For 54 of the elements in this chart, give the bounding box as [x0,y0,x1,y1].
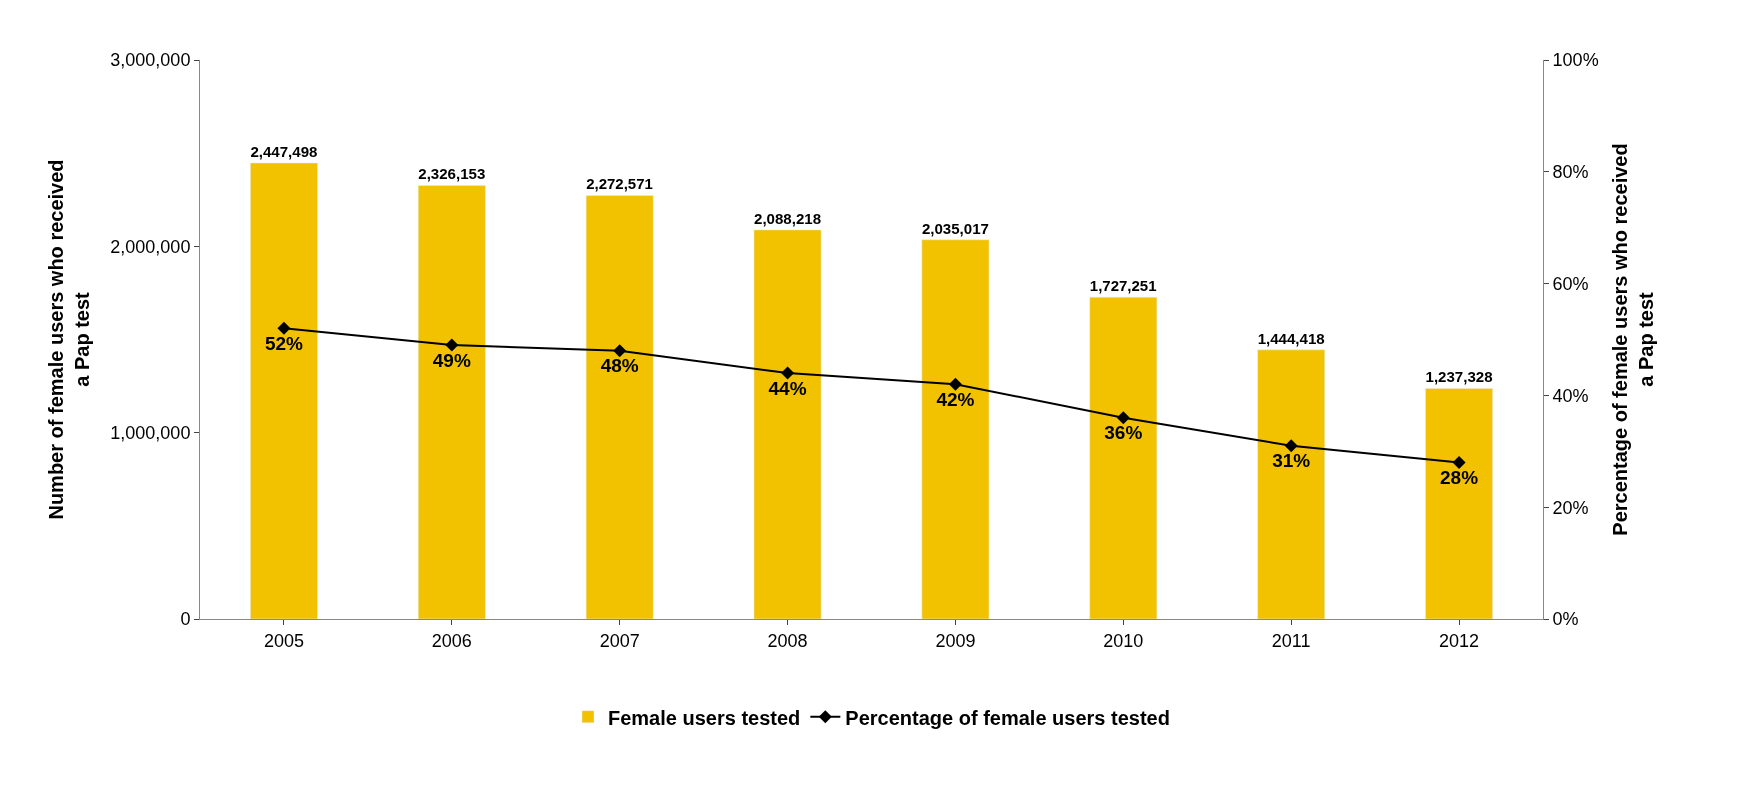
y-tick-label: 1,000,000 [110,422,191,443]
bar [1425,388,1493,619]
y2-tick-label: 100% [1552,50,1599,71]
point [1284,439,1298,453]
data-label: 44% [768,377,807,399]
x-tick-label: 2010 [1103,630,1144,651]
data-label: 42% [936,388,975,410]
x-tick-label: 2011 [1271,630,1311,651]
data-label: 31% [1272,450,1311,472]
data-label: 36% [1104,422,1143,444]
point [1116,411,1130,425]
data-label: 2,088,218 [754,209,822,227]
bar [753,229,822,619]
x-tick-label: 2008 [767,630,808,651]
data-label: 1,444,418 [1257,329,1325,347]
y2-tick-label: 40% [1552,385,1589,406]
x-tick-label: 2009 [935,630,976,651]
bar [417,185,486,619]
point [781,366,795,380]
data-label: 48% [600,355,639,377]
data-label: 28% [1440,466,1479,488]
bar [585,195,654,619]
point [277,321,291,335]
bar [1089,296,1158,619]
x-tick-label: 2006 [431,630,472,651]
y-tick-label: 0 [180,609,191,630]
point [948,377,962,391]
x-tick-label: 2012 [1439,630,1480,651]
y-axis-title: Number of female users who received a Pap test [44,159,93,520]
point [445,338,459,352]
bar [1257,349,1326,619]
y2-tick-label: 20% [1552,497,1589,518]
data-label: 2,035,017 [921,219,989,237]
data-label: 49% [432,349,471,371]
data-label: 2,272,571 [586,175,653,193]
legend-label: Percentage of female users tested [845,706,1170,729]
data-label: 1,237,328 [1425,368,1493,386]
y2-axis-title: Percentage of female users who received a Pap test [1609,143,1658,536]
y-tick-label: 3,000,000 [110,50,191,71]
y-tick-label: 2,000,000 [110,236,191,257]
data-label: 2,326,153 [418,165,486,183]
bar [250,162,318,619]
bar [921,239,990,619]
point [1452,455,1466,469]
x-tick-label: 2005 [263,630,304,651]
legend-label: Female users tested [608,706,801,729]
data-label: 2,447,498 [250,142,318,160]
y2-tick-label: 60% [1552,273,1589,294]
x-tick-label: 2007 [599,630,640,651]
data-label: 1,727,251 [1089,277,1157,294]
point [613,344,627,358]
data-label: 52% [264,332,304,354]
y2-tick-label: 80% [1552,162,1589,183]
y2-tick-label: 0% [1552,609,1579,630]
